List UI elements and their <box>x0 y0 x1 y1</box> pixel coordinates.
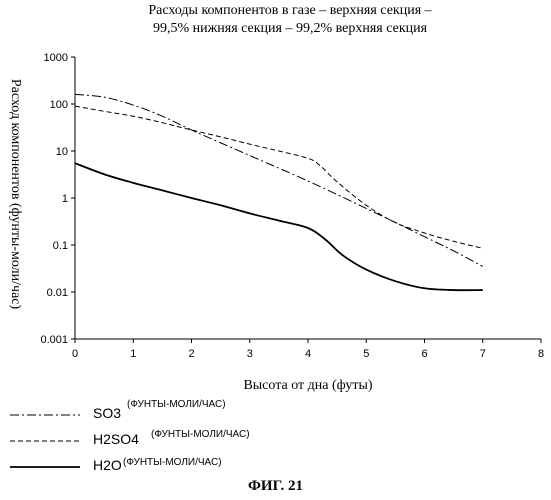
y-tick-label: 1000 <box>44 52 68 64</box>
x-tick-label: 3 <box>247 348 253 360</box>
legend-label-h2so4: H2SO4 <box>93 431 139 447</box>
x-tick-label: 4 <box>305 348 311 360</box>
legend-label-so3: SO3 <box>93 405 121 421</box>
y-tick-label: 0.1 <box>53 240 68 252</box>
chart-plot: 0 1 2 3 4 5 6 7 8 0.001 0.01 0.1 1 10 100 1000 <box>0 0 551 400</box>
legend-unit-h2so4: (ФУНТЫ-МОЛИ/ЧАС) <box>151 429 250 440</box>
x-tick-label: 0 <box>72 348 78 360</box>
x-tick-label: 6 <box>421 348 427 360</box>
y-tick-label: 100 <box>50 99 68 111</box>
x-tick-label: 2 <box>188 348 194 360</box>
legend-unit-so3: (ФУНТЫ-МОЛИ/ЧАС) <box>127 399 226 410</box>
figure-caption: ФИГ. 21 <box>0 478 551 495</box>
legend-swatch-h2o <box>10 465 80 469</box>
legend-unit-h2o: (ФУНТЫ-МОЛИ/ЧАС) <box>123 457 222 468</box>
y-tick-label: 0.01 <box>47 287 68 299</box>
y-tick-label: 10 <box>56 146 68 158</box>
x-axis-label: Высота от дна (футы) <box>75 378 541 394</box>
legend-swatch-h2so4 <box>10 439 80 443</box>
x-tick-label: 1 <box>130 348 136 360</box>
y-tick-label: 1 <box>62 193 68 205</box>
series-lines <box>75 94 483 290</box>
y-tick-label: 0.001 <box>40 334 68 346</box>
legend-label-h2o: H2O <box>93 457 122 473</box>
x-tick-label: 7 <box>480 348 486 360</box>
x-tick-label: 5 <box>363 348 369 360</box>
legend-swatch-so3 <box>10 413 80 417</box>
series-line-so3 <box>75 94 483 266</box>
series-line-h2so4 <box>75 106 483 248</box>
x-tick-label: 8 <box>538 348 544 360</box>
series-line-h2o <box>75 163 483 290</box>
axis-ticks: 0 1 2 3 4 5 6 7 8 0.001 0.01 0.1 1 10 100 1000 <box>40 52 544 360</box>
plot-axes <box>75 57 541 339</box>
y-axis-label: Расход компонентов (фунты-моли/час) <box>7 49 23 339</box>
